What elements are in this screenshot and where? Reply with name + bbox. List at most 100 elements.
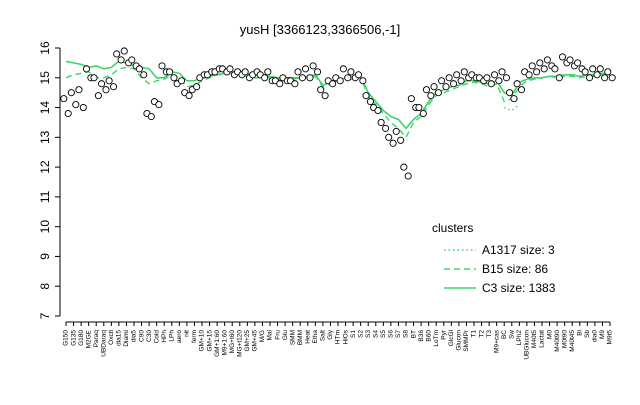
data-point	[94, 92, 102, 100]
data-point	[457, 77, 465, 85]
data-point	[585, 74, 594, 82]
data-point	[558, 53, 567, 61]
x-tick-label: M9+1:60	[221, 330, 228, 356]
data-point	[377, 118, 385, 126]
data-point	[407, 95, 415, 103]
x-tick-label: GM+15	[206, 330, 213, 352]
data-point	[589, 65, 597, 73]
x-tick-label: S2	[357, 330, 364, 338]
data-point	[177, 77, 186, 85]
data-point	[170, 74, 178, 82]
data-point	[158, 62, 166, 70]
x-tick-label: T2	[478, 330, 485, 338]
data-point	[419, 109, 427, 118]
data-point	[359, 77, 367, 85]
x-tick-label: Diami	[123, 330, 130, 347]
x-tick-label: LPh	[168, 330, 175, 342]
data-point	[490, 71, 499, 79]
data-point	[298, 74, 306, 82]
data-point	[385, 133, 393, 141]
data-point	[276, 80, 284, 88]
data-point	[397, 136, 405, 144]
points-layer	[60, 47, 616, 180]
data-point	[404, 172, 412, 180]
data-point	[90, 74, 98, 82]
data-point	[389, 139, 397, 147]
x-tick-label: T3	[486, 330, 493, 338]
data-point	[566, 56, 574, 64]
data-point	[261, 74, 269, 82]
data-point	[555, 74, 563, 82]
data-point	[483, 74, 491, 82]
x-tick-label: Bl	[576, 329, 583, 335]
data-point	[105, 77, 113, 85]
data-point	[574, 59, 582, 67]
data-point	[185, 92, 193, 100]
data-point	[291, 80, 299, 88]
x-tick-label: nit	[184, 330, 191, 337]
x-tick-label: T1	[471, 330, 478, 338]
data-point	[313, 68, 322, 76]
data-point	[117, 56, 125, 64]
data-point	[109, 83, 118, 91]
data-point	[321, 92, 329, 100]
data-point	[517, 86, 526, 94]
data-point	[506, 89, 514, 97]
data-point	[543, 56, 551, 64]
y-tick-label: 7	[38, 312, 52, 319]
x-tick-label: S5	[380, 330, 387, 338]
data-point	[347, 68, 355, 76]
data-point	[596, 65, 604, 73]
data-point	[608, 74, 616, 82]
legend-title: clusters	[432, 221, 473, 235]
x-tick-label: BC	[501, 330, 508, 339]
data-point	[495, 77, 503, 85]
data-point	[362, 92, 370, 100]
data-point	[329, 80, 337, 88]
x-tick-label: S8	[403, 330, 410, 338]
x-tick-label: Gly	[327, 329, 334, 340]
x-tick-label: Etha	[312, 330, 319, 344]
x-tick-label: UBDaraq	[100, 330, 107, 357]
y-tick-label: 12	[38, 160, 52, 174]
data-point	[366, 98, 374, 106]
x-tick-label: M9+cas	[493, 329, 500, 353]
data-point	[354, 71, 363, 79]
legend-label: B15 size: 86	[482, 262, 548, 276]
x-tick-label: G180	[78, 330, 85, 346]
data-point	[344, 74, 352, 82]
x-tick-label: dia0	[592, 330, 599, 343]
x-tick-label: BT	[410, 330, 417, 338]
x-tick-label: MG+t60	[229, 330, 236, 354]
data-point	[415, 104, 423, 112]
data-point	[64, 109, 72, 118]
x-tick-label: Fru	[274, 330, 281, 340]
y-tick-label: 16	[38, 41, 52, 55]
x-tick-label: M40t45	[569, 330, 576, 352]
y-tick-label: 13	[38, 130, 52, 144]
data-point	[294, 68, 302, 76]
data-point	[166, 68, 174, 76]
data-point	[193, 83, 201, 91]
data-point	[438, 77, 446, 85]
data-point	[453, 71, 461, 79]
data-point	[75, 86, 83, 94]
x-tick-label: M0t90	[561, 330, 568, 348]
x-tick-label: GM+1:60	[214, 330, 221, 357]
data-point	[581, 68, 589, 76]
data-point	[449, 80, 458, 88]
x-tick-label: Salt	[320, 330, 327, 341]
data-point	[306, 74, 314, 82]
data-point	[135, 65, 143, 73]
x-tick-label: Pyr	[440, 329, 447, 340]
data-point	[510, 95, 518, 103]
y-tick-label: 8	[38, 283, 52, 290]
x-tick-label: dia15	[116, 330, 123, 346]
x-tick-label: M/G	[259, 330, 266, 342]
x-tick-label: M40t5	[531, 330, 538, 348]
x-tick-label: Cold	[153, 330, 160, 344]
data-point	[98, 80, 106, 88]
data-point	[120, 47, 128, 55]
y-tick-label: 9	[38, 253, 52, 260]
data-point	[113, 50, 121, 58]
